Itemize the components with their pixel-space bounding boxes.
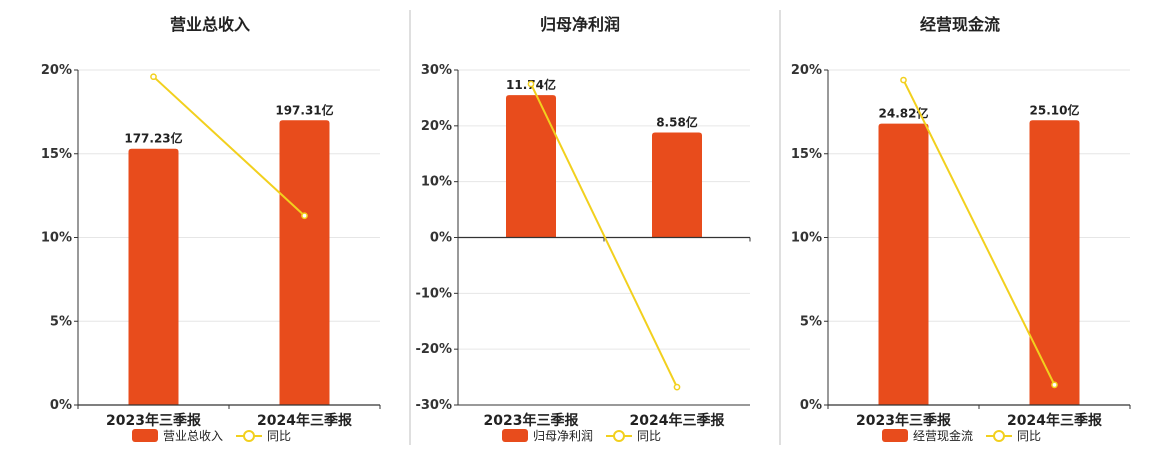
x-tick-label: 2024年三季报: [257, 412, 352, 429]
legend-bar-label: 归母净利润: [533, 429, 593, 443]
bar-data-label: 24.82亿: [879, 106, 929, 121]
bar-data-label: 197.31亿: [275, 102, 333, 117]
x-tick-label: 2024年三季报: [630, 412, 725, 429]
chart-title: 营业总收入: [170, 15, 250, 34]
legend-bar-swatch: [502, 429, 528, 442]
line-series: [530, 83, 678, 388]
line-point: [301, 212, 308, 220]
bar: [878, 123, 929, 405]
chart-title: 归母净利润: [540, 15, 620, 34]
legend-line-marker: [243, 430, 255, 442]
legend-line-marker: [613, 430, 625, 442]
line-point: [1051, 381, 1058, 389]
bar-data-label: 177.23亿: [124, 131, 182, 146]
legend-bar-label: 经营现金流: [913, 428, 973, 443]
legend-bar-swatch: [132, 429, 158, 442]
bar-data-label: 8.58亿: [656, 115, 698, 130]
y-tick-label: 10%: [421, 175, 452, 190]
x-tick-label: 2024年三季报: [1007, 412, 1102, 429]
legend-bar-label: 营业总收入: [163, 429, 223, 443]
y-tick-label: -20%: [415, 342, 452, 357]
legend-line-label: 同比: [637, 429, 661, 443]
y-tick-label: 5%: [50, 314, 72, 329]
x-tick-label: 2023年三季报: [106, 412, 201, 429]
legend-bar-swatch: [882, 429, 908, 442]
y-tick-label: 20%: [41, 63, 72, 78]
x-tick-label: 2023年三季报: [484, 412, 579, 429]
y-tick-label: 10%: [791, 231, 822, 246]
line-series: [902, 79, 1056, 386]
y-tick-label: -30%: [415, 398, 452, 413]
bar: [1029, 120, 1080, 405]
line-series: [152, 75, 306, 217]
y-tick-label: 0%: [430, 231, 452, 246]
y-tick-label: 20%: [421, 119, 452, 134]
line-point: [150, 73, 157, 81]
line-point: [900, 76, 907, 84]
chart-title: 经营现金流: [920, 15, 1000, 34]
bar-data-label: 25.10亿: [1030, 102, 1080, 117]
legend-line-label: 同比: [267, 429, 291, 443]
y-tick-label: -10%: [415, 286, 452, 301]
bar: [652, 132, 702, 238]
bar: [128, 148, 179, 405]
y-tick-label: 20%: [791, 63, 822, 78]
y-tick-label: 15%: [791, 147, 822, 162]
legend-line-label: 同比: [1017, 429, 1041, 443]
legend-line-marker: [993, 430, 1005, 442]
y-tick-label: 10%: [41, 231, 72, 246]
line-point: [527, 80, 535, 88]
y-tick-label: 15%: [41, 147, 72, 162]
y-tick-label: 5%: [800, 314, 822, 329]
bar: [506, 95, 556, 238]
y-tick-label: 0%: [50, 398, 72, 413]
bar: [279, 120, 330, 405]
y-tick-label: 30%: [421, 63, 452, 78]
line-point: [673, 383, 681, 391]
x-tick-label: 2023年三季报: [856, 412, 951, 429]
y-tick-label: 0%: [800, 398, 822, 413]
